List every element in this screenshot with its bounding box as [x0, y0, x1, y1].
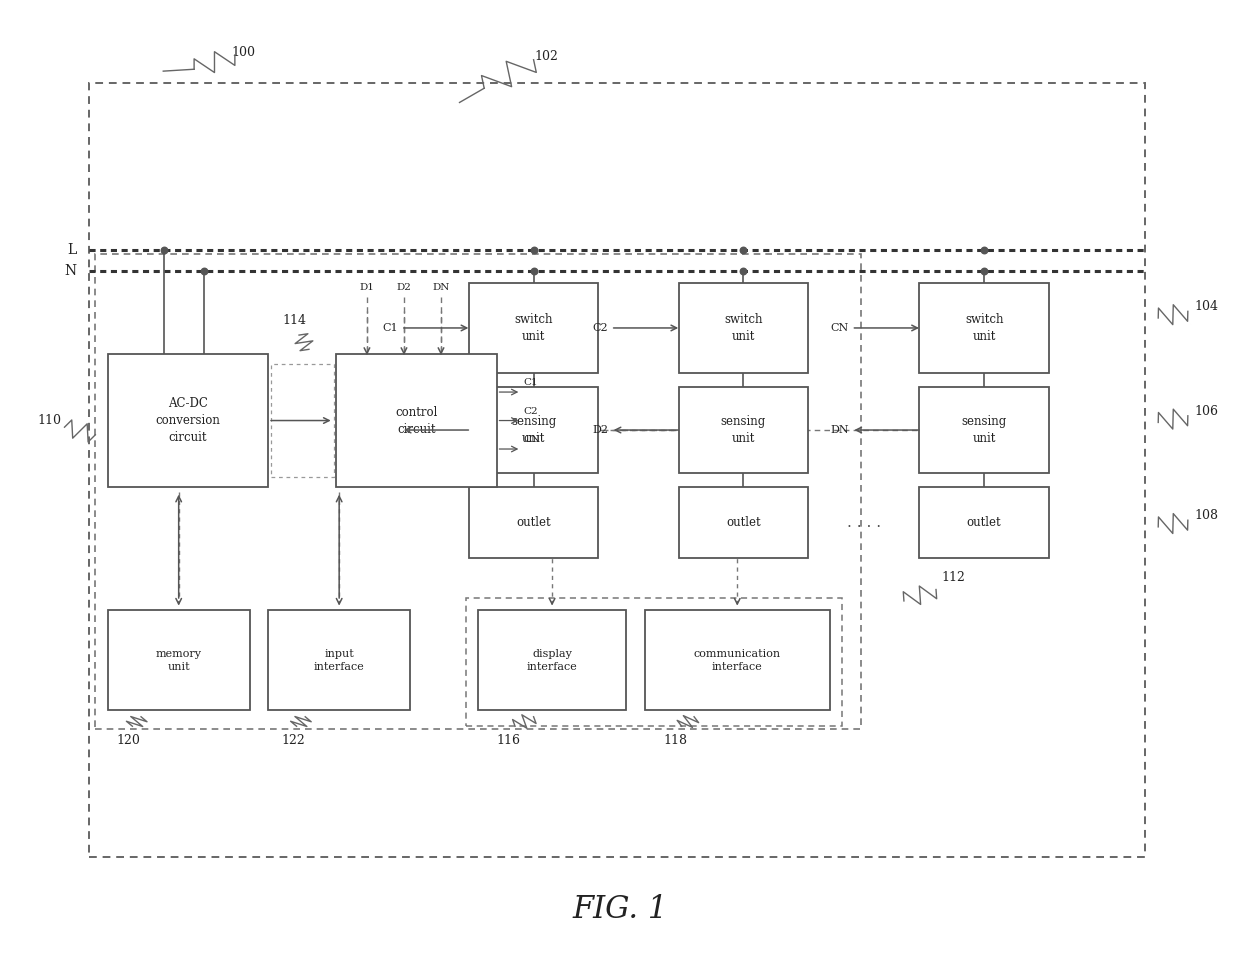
Polygon shape: [336, 354, 496, 487]
Text: 122: 122: [281, 733, 305, 747]
Polygon shape: [645, 610, 830, 711]
Text: CN: CN: [831, 323, 849, 333]
Text: . . . .: . . . .: [847, 515, 880, 530]
Text: 120: 120: [117, 733, 140, 747]
Text: 116: 116: [497, 733, 521, 747]
Text: DN: DN: [831, 425, 849, 435]
Polygon shape: [919, 283, 1049, 373]
Polygon shape: [678, 388, 808, 473]
Text: 108: 108: [1194, 509, 1218, 522]
Text: outlet: outlet: [967, 516, 1002, 529]
Text: 104: 104: [1194, 300, 1218, 313]
Point: [523, 242, 543, 257]
Text: L: L: [68, 243, 77, 257]
Text: switch
unit: switch unit: [515, 313, 553, 343]
Text: 118: 118: [663, 733, 687, 747]
Text: CN: CN: [523, 435, 541, 444]
Text: C2: C2: [593, 323, 609, 333]
Text: communication
interface: communication interface: [693, 648, 781, 672]
Text: D2: D2: [397, 283, 412, 292]
Text: memory
unit: memory unit: [156, 648, 202, 672]
Point: [195, 263, 215, 278]
Text: D1: D1: [360, 283, 374, 292]
Text: AC-DC
conversion
circuit: AC-DC conversion circuit: [155, 397, 221, 444]
Text: D2: D2: [593, 425, 609, 435]
Text: C2: C2: [523, 407, 538, 415]
Text: N: N: [64, 264, 77, 278]
Text: sensing
unit: sensing unit: [720, 415, 766, 445]
Polygon shape: [678, 283, 808, 373]
Polygon shape: [469, 388, 599, 473]
Text: switch
unit: switch unit: [965, 313, 1003, 343]
Text: D1: D1: [382, 425, 398, 435]
Text: C1: C1: [383, 323, 398, 333]
Point: [734, 242, 754, 257]
Text: DN: DN: [433, 283, 450, 292]
Text: 114: 114: [283, 314, 306, 328]
Point: [975, 263, 994, 278]
Polygon shape: [108, 610, 249, 711]
Text: FIG. 1: FIG. 1: [573, 894, 667, 925]
Text: input
interface: input interface: [314, 648, 365, 672]
Text: 110: 110: [37, 414, 62, 427]
Text: sensing
unit: sensing unit: [961, 415, 1007, 445]
Text: display
interface: display interface: [527, 648, 578, 672]
Polygon shape: [919, 388, 1049, 473]
Polygon shape: [108, 354, 268, 487]
Point: [734, 263, 754, 278]
Text: outlet: outlet: [516, 516, 551, 529]
Text: 100: 100: [232, 46, 255, 58]
Polygon shape: [678, 487, 808, 559]
Polygon shape: [469, 487, 599, 559]
Text: 102: 102: [534, 51, 558, 63]
Point: [154, 242, 174, 257]
Text: control
circuit: control circuit: [396, 406, 438, 435]
Point: [523, 263, 543, 278]
Text: sensing
unit: sensing unit: [511, 415, 557, 445]
Text: outlet: outlet: [727, 516, 761, 529]
Polygon shape: [469, 283, 599, 373]
Polygon shape: [268, 610, 410, 711]
Polygon shape: [479, 610, 626, 711]
Text: 106: 106: [1194, 405, 1218, 417]
Text: 112: 112: [941, 571, 965, 584]
Text: C1: C1: [523, 378, 538, 387]
Polygon shape: [919, 487, 1049, 559]
Text: switch
unit: switch unit: [724, 313, 763, 343]
Point: [975, 242, 994, 257]
